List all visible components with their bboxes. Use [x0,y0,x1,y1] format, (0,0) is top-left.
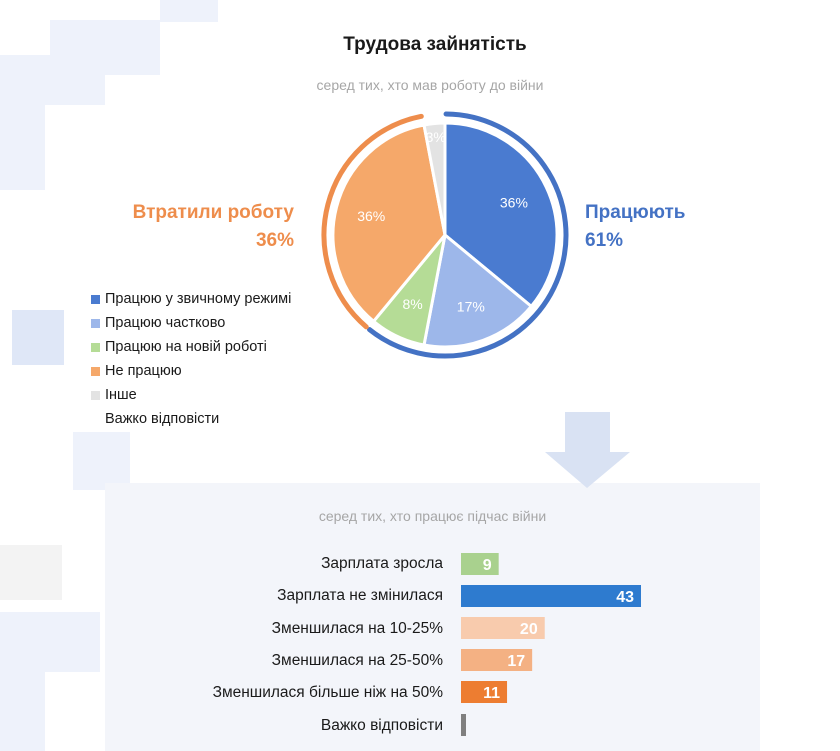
group-label-working: Працюють 61% [585,199,685,255]
legend-label: Працюю у звичному режимі [105,291,292,307]
group-arc-working [367,111,569,359]
bar-category-label: Зменшилася на 10-25% [271,620,443,637]
pie-chart: 36% 17% 8% 36% 3% [321,111,569,359]
bar-category-label: Зарплата зросла [321,555,443,572]
bar [461,649,533,671]
pie-slice-label: 36% [357,208,385,224]
pie-slice-label: 3% [426,129,446,145]
pie-slice-label: 8% [402,296,422,312]
pie-slice-label: 17% [457,299,485,315]
bar-value-label: 20 [520,621,538,638]
chart-title: Трудова зайнятість [343,34,527,55]
legend-item: Інше [91,383,291,407]
legend-item: Не працюю [91,359,291,383]
down-arrow-icon [545,412,630,488]
pie-slice [422,121,447,237]
group-value: 61% [585,230,624,251]
legend-swatch [91,318,100,328]
legend-item: Працюю частково [91,311,291,335]
legend-label: Інше [105,387,137,403]
bar-value-label: 11 [483,685,500,702]
bar-category-label: Зменшилася на 25-50% [271,652,443,669]
bar-category-label: Зменшилася більше ніж на 50% [212,684,443,701]
group-name: Працюють [585,202,686,223]
group-label-lost-job: Втратили роботу 36% [133,199,294,255]
pie-slice-label: 36% [500,195,528,211]
bar [461,714,466,736]
legend-item: Працюю на новій роботі [91,335,291,359]
bar [461,681,508,703]
bar-chart-subtitle: серед тих, хто працює підчас війни [318,508,547,524]
bar-category-label: Зарплата не змінилася [277,587,443,604]
legend-label: Важко відповісти [105,411,220,427]
pie-legend: Працюю у звичному режимі Працюю частково… [91,287,291,431]
bar [461,585,641,607]
group-value: 36% [255,230,294,251]
legend-label: Не працюю [105,363,182,379]
legend-swatch [91,342,100,352]
legend-swatch [91,366,100,376]
group-arc-lost-job [321,113,424,330]
bar-value-label: 9 [483,557,492,574]
bar [461,553,499,575]
bar [461,617,545,639]
bar-category-label: Важко відповісти [320,717,443,734]
bar-value-label: 17 [507,653,525,670]
legend-item: Працюю у звичному режимі [91,287,291,311]
pie-slice [443,121,559,308]
bar-value-label: 43 [616,589,634,606]
legend-item: Важко відповісти [91,407,291,431]
legend-swatch [91,294,100,304]
group-name: Втратили роботу [132,202,294,223]
legend-swatch [91,390,100,400]
legend-label: Працюю на новій роботі [105,339,267,355]
bar-chart-panel [105,483,760,751]
pie-slice [331,123,447,323]
legend-label: Працюю частково [105,315,226,331]
pie-slice [422,233,533,349]
chart-subtitle: серед тих, хто мав роботу до війни [316,77,544,93]
